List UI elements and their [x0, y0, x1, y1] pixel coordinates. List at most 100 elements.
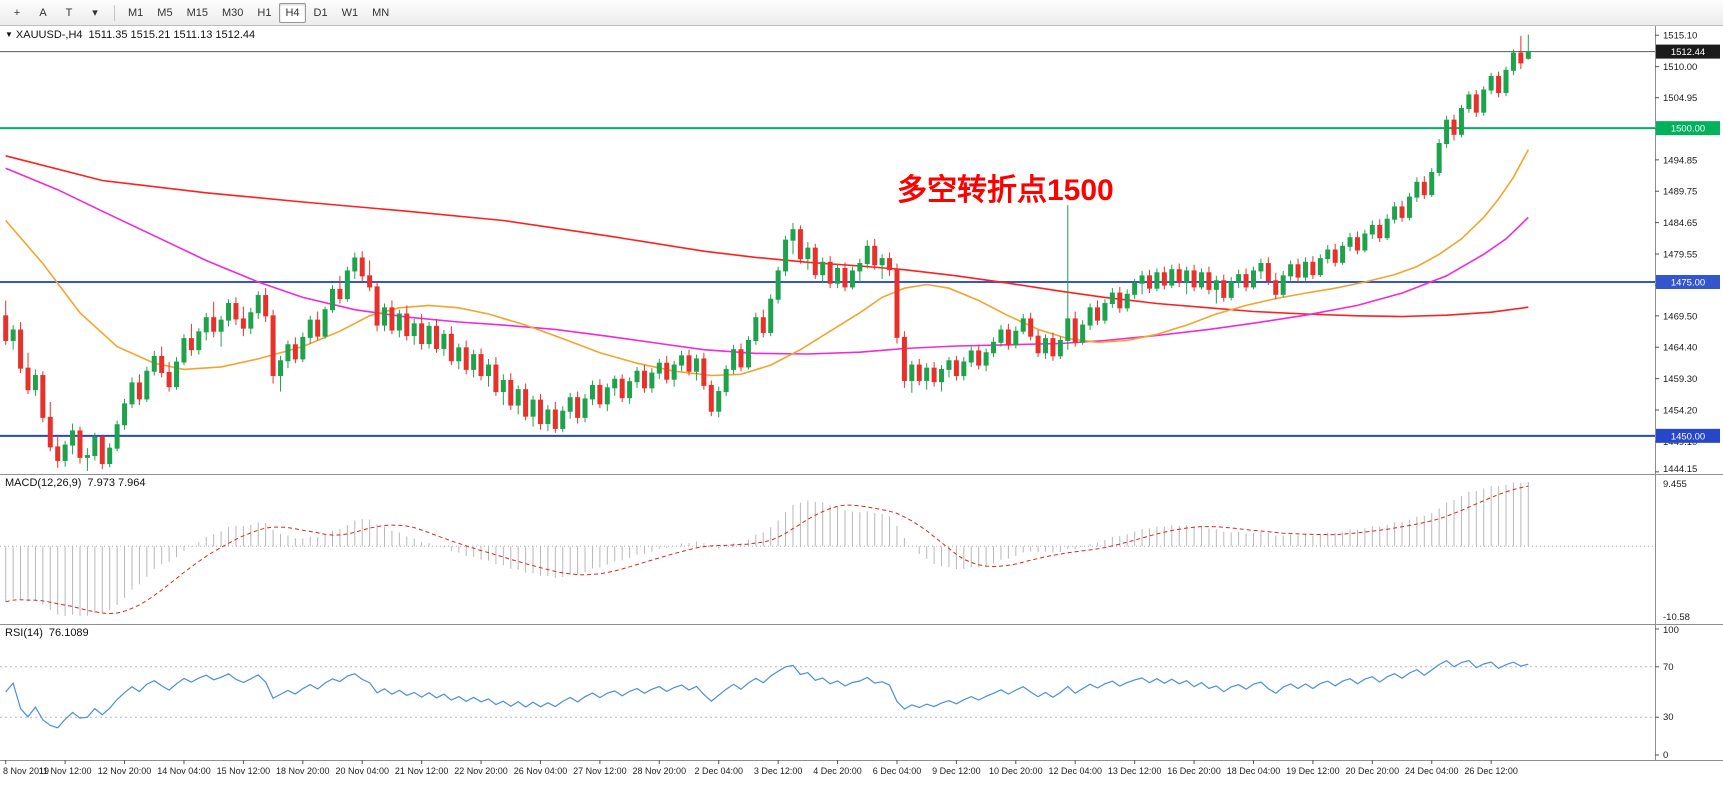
rsi-line: [5, 659, 1529, 729]
svg-text:1484.65: 1484.65: [1663, 218, 1697, 229]
svg-text:1504.95: 1504.95: [1663, 93, 1697, 104]
svg-text:1479.55: 1479.55: [1663, 250, 1697, 261]
symbol-period-label: XAUUSD-,H4: [15, 29, 83, 41]
svg-text:22 Nov 20:00: 22 Nov 20:00: [454, 766, 508, 776]
symbol-info: ▼ XAUUSD-,H4 1511.35 1515.21 1511.13 1512.…: [5, 29, 255, 41]
timeframe-button-H4[interactable]: H4: [279, 2, 306, 23]
svg-text:1464.40: 1464.40: [1663, 343, 1697, 354]
svg-text:1512.44: 1512.44: [1671, 47, 1705, 58]
macd-histogram: [5, 482, 1529, 616]
svg-text:100: 100: [1663, 625, 1679, 636]
toolbar: + A T ▾ M1 M5 M15 M30 H1 H4 D1 W1 MN: [0, 0, 1723, 26]
svg-text:0: 0: [1663, 750, 1668, 760]
svg-text:1454.20: 1454.20: [1663, 406, 1697, 417]
macd-panel: 9.455 -10.58 MACD(12,26,9) 7.973 7.964: [0, 474, 1723, 624]
svg-text:1494.85: 1494.85: [1663, 155, 1697, 166]
macd-label: MACD(12,26,9): [5, 477, 82, 489]
svg-text:1515.10: 1515.10: [1663, 31, 1697, 42]
timeframe-button-D1[interactable]: D1: [313, 6, 328, 19]
svg-text:1475.00: 1475.00: [1671, 278, 1705, 289]
price-axis[interactable]: 1515.101510.001504.951499.901494.851489.…: [1655, 26, 1720, 474]
svg-text:9 Dec 12:00: 9 Dec 12:00: [932, 766, 981, 776]
ma-mid-magenta: [5, 167, 1529, 355]
rsi-chart: 100 70 30 0: [0, 624, 1723, 760]
timeframe-button-H1[interactable]: H1: [257, 6, 272, 19]
template-dropdown-button[interactable]: ▾: [92, 6, 98, 19]
svg-text:16 Dec 20:00: 16 Dec 20:00: [1167, 766, 1221, 776]
candlestick-series: [3, 34, 1531, 471]
svg-text:21 Nov 12:00: 21 Nov 12:00: [395, 766, 449, 776]
macd-signal-line: [5, 485, 1529, 615]
svg-text:11 Nov 12:00: 11 Nov 12:00: [39, 766, 92, 776]
timeframe-group: M1 M5 M15 M30 H1 H4 D1 W1 MN: [121, 2, 396, 23]
rsi-axis[interactable]: 100 70 30 0: [1655, 624, 1679, 760]
svg-text:-10.58: -10.58: [1663, 612, 1690, 623]
svg-text:27 Nov 12:00: 27 Nov 12:00: [573, 766, 627, 776]
svg-text:12 Dec 04:00: 12 Dec 04:00: [1048, 766, 1102, 776]
svg-text:1459.30: 1459.30: [1663, 374, 1697, 385]
ma-short-orange: [5, 149, 1530, 377]
svg-text:12 Nov 20:00: 12 Nov 20:00: [98, 766, 152, 776]
svg-text:8 Nov 2019: 8 Nov 2019: [3, 766, 49, 776]
chevron-down-icon[interactable]: ▼: [5, 30, 13, 39]
text-annotation-tool-button[interactable]: A: [39, 6, 47, 19]
svg-text:30: 30: [1663, 712, 1674, 723]
svg-text:10 Dec 20:00: 10 Dec 20:00: [989, 766, 1043, 776]
svg-text:15 Nov 12:00: 15 Nov 12:00: [217, 766, 271, 776]
svg-text:6 Dec 04:00: 6 Dec 04:00: [873, 766, 922, 776]
price-badge-1512.44: [1656, 44, 1720, 59]
rsi-value: 76.1089: [48, 627, 89, 639]
svg-text:18 Dec 04:00: 18 Dec 04:00: [1227, 766, 1281, 776]
macd-info: MACD(12,26,9) 7.973 7.964: [5, 477, 146, 489]
price-chart: 多空转折点15001515.101510.001504.951499.90149…: [0, 26, 1720, 474]
svg-text:19 Dec 12:00: 19 Dec 12:00: [1286, 766, 1340, 776]
svg-text:26 Dec 12:00: 26 Dec 12:00: [1464, 766, 1518, 776]
drawing-tools-group: + A T ▾: [4, 3, 108, 23]
toolbar-separ ator: [114, 4, 115, 21]
svg-text:1500.00: 1500.00: [1671, 124, 1705, 135]
timeframe-button-M30[interactable]: M30: [221, 6, 244, 19]
crosshair-tool-button[interactable]: +: [13, 6, 21, 19]
rsi-label: RSI(14): [5, 627, 43, 639]
macd-axis[interactable]: 9.455 -10.58: [1655, 474, 1690, 624]
timeframe-button-M1[interactable]: M1: [128, 6, 144, 19]
price-badge-1475.00: [1656, 275, 1720, 289]
macd-chart: 9.455 -10.58: [0, 474, 1723, 624]
svg-text:26 Nov 04:00: 26 Nov 04:00: [514, 766, 568, 776]
timeframe-button-W1[interactable]: W1: [341, 6, 359, 19]
svg-text:13 Dec 12:00: 13 Dec 12:00: [1108, 766, 1162, 776]
ma-long-red: [5, 155, 1529, 318]
ohlc-readout: 1511.35 1515.21 1511.13 1512.44: [88, 29, 256, 41]
rsi-panel: 100 70 30 0 RSI(14) 76.1089: [0, 624, 1723, 760]
svg-text:3 Dec 12:00: 3 Dec 12:00: [754, 766, 803, 776]
text-label-tool-button[interactable]: T: [65, 6, 73, 19]
svg-text:2 Dec 04:00: 2 Dec 04:00: [694, 766, 743, 776]
svg-text:1469.50: 1469.50: [1663, 311, 1697, 322]
price-badge-1500.00: [1656, 121, 1720, 136]
rsi-info: RSI(14) 76.1089: [5, 627, 89, 639]
svg-text:1489.75: 1489.75: [1663, 187, 1697, 198]
svg-text:9.455: 9.455: [1663, 479, 1687, 490]
time-axis-panel[interactable]: 8 Nov 2019 11 Nov 12:00 12 Nov 20:00 14 Nov…: [0, 760, 1723, 788]
svg-text:4 Dec 20:00: 4 Dec 20:00: [813, 766, 862, 776]
timeframe-button-M5[interactable]: M5: [157, 6, 173, 19]
annotation-text[interactable]: 多空转折点1500: [897, 174, 1114, 207]
svg-text:70: 70: [1663, 662, 1674, 673]
macd-values: 7.973 7.964: [87, 477, 146, 489]
svg-text:20 Nov 04:00: 20 Nov 04:00: [335, 766, 389, 776]
svg-text:20 Dec 20:00: 20 Dec 20:00: [1346, 766, 1400, 776]
svg-text:24 Dec 04:00: 24 Dec 04:00: [1405, 766, 1459, 776]
svg-text:1444.15: 1444.15: [1663, 464, 1697, 474]
timeframe-button-M15[interactable]: M15: [186, 6, 208, 19]
svg-text:18 Nov 20:00: 18 Nov 20:00: [276, 766, 330, 776]
timeframe-button-MN[interactable]: MN: [372, 6, 390, 19]
main-chart-panel: 多空转折点15001515.101510.001504.951499.90149…: [0, 26, 1723, 474]
svg-text:14 Nov 04:00: 14 Nov 04:00: [157, 766, 211, 776]
horizontal-lines: [0, 51, 1655, 437]
svg-text:28 Nov 20:00: 28 Nov 20:00: [633, 766, 687, 776]
price-badge-1450.00: [1656, 428, 1720, 443]
svg-text:1510.00: 1510.00: [1663, 62, 1697, 73]
